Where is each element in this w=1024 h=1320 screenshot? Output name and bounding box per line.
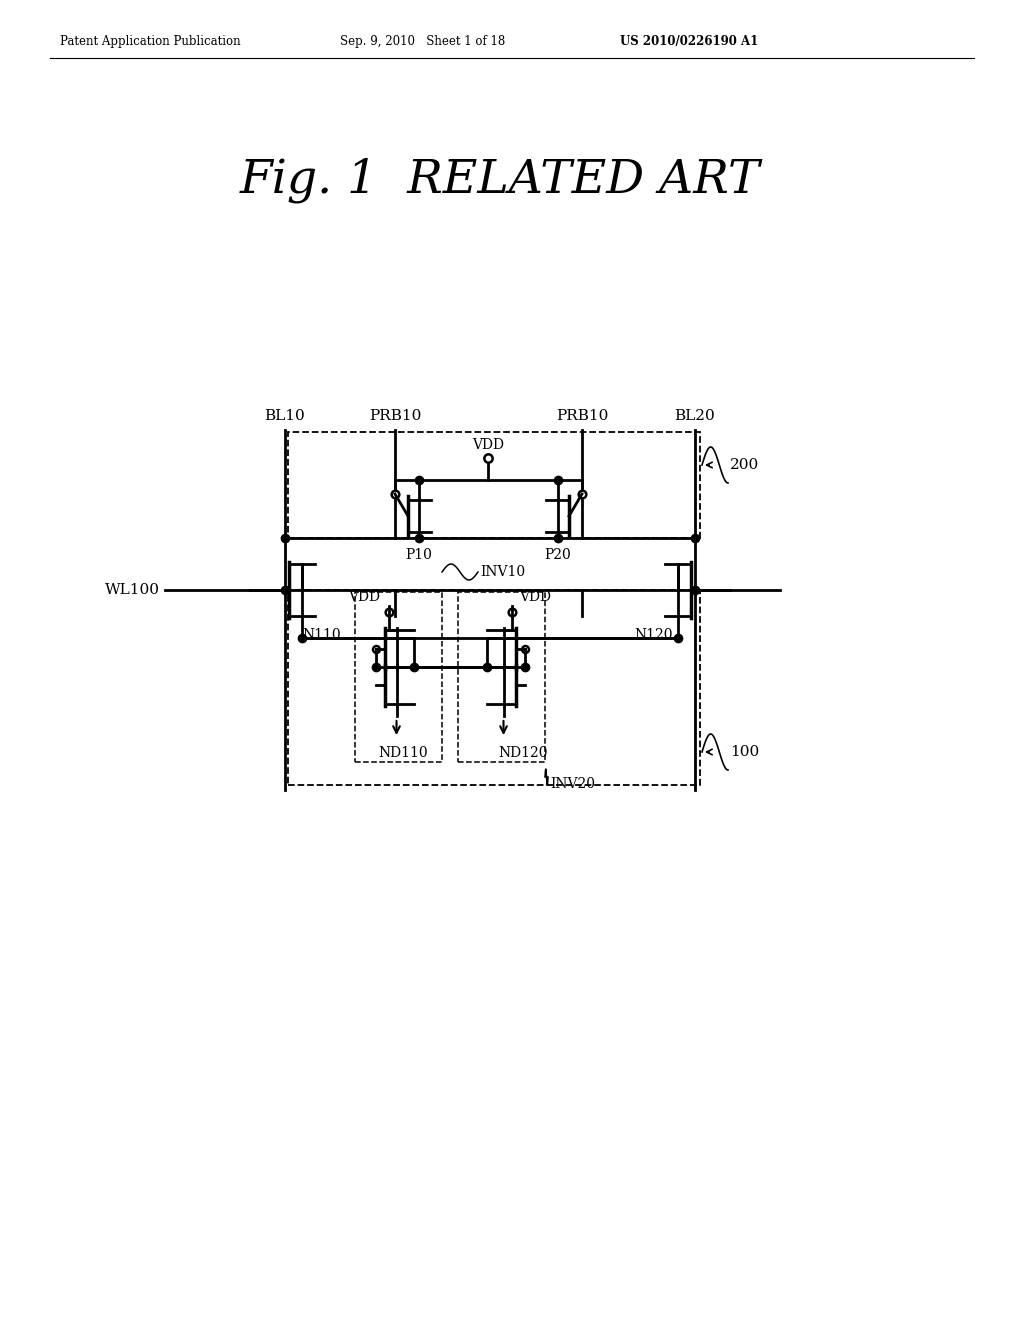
Text: 200: 200 [730,458,759,473]
Text: ND120: ND120 [499,746,548,760]
Text: Patent Application Publication: Patent Application Publication [60,36,241,48]
Bar [288,432,700,539]
Text: Sep. 9, 2010   Sheet 1 of 18: Sep. 9, 2010 Sheet 1 of 18 [340,36,505,48]
Text: 100: 100 [730,744,759,759]
Text: P20: P20 [545,548,571,562]
Text: PRB10: PRB10 [369,409,421,422]
Bar [355,591,442,762]
Text: Fig. 1  RELATED ART: Fig. 1 RELATED ART [240,157,760,203]
Text: N110: N110 [302,628,341,642]
Text: US 2010/0226190 A1: US 2010/0226190 A1 [620,36,758,48]
Text: BL20: BL20 [675,409,716,422]
Text: INV20: INV20 [550,777,595,791]
Bar [288,590,700,785]
Text: BL10: BL10 [264,409,305,422]
Text: VDD: VDD [519,590,552,605]
Text: N120: N120 [635,628,673,642]
Text: PRB10: PRB10 [556,409,608,422]
Text: INV10: INV10 [480,565,525,579]
Text: ND110: ND110 [379,746,428,760]
Text: P10: P10 [406,548,432,562]
Bar [458,591,545,762]
Text: VDD: VDD [348,590,381,605]
Text: VDD: VDD [472,438,504,451]
Text: WL100: WL100 [105,583,160,597]
